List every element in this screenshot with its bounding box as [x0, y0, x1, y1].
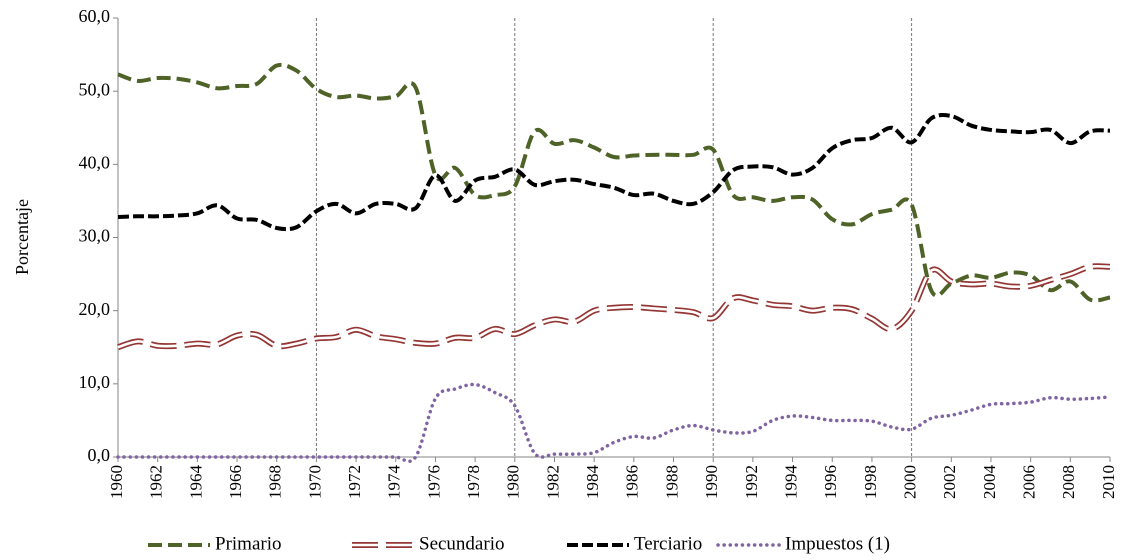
x-tick-label: 1988 — [662, 465, 681, 499]
y-tick-label: 10,0 — [79, 372, 111, 392]
x-tick-label: 1982 — [543, 465, 562, 499]
x-tick-label: 1964 — [186, 465, 205, 500]
x-tick-label: 1974 — [385, 465, 404, 500]
y-tick-label: 30,0 — [79, 226, 111, 246]
legend-label: Impuestos (1) — [785, 533, 890, 554]
x-tick-label: 1962 — [147, 465, 166, 499]
x-tick-label: 1970 — [305, 465, 324, 499]
x-tick-label: 1992 — [742, 465, 761, 499]
series-line — [116, 382, 1112, 464]
y-tick-label: 0,0 — [88, 445, 111, 465]
x-tick-label: 1972 — [345, 465, 364, 499]
x-tick-label: 2006 — [1020, 465, 1039, 499]
x-tick-label: 1984 — [583, 465, 602, 500]
x-tick-label: 2002 — [940, 465, 959, 499]
x-tick-label: 1986 — [623, 465, 642, 499]
y-tick-label: 60,0 — [79, 6, 111, 26]
series-line — [117, 113, 1111, 232]
x-tick-label: 1976 — [424, 465, 443, 499]
x-tick-label: 1996 — [821, 465, 840, 499]
legend-label: Terciario — [634, 533, 702, 554]
x-tick-label: 1978 — [464, 465, 483, 499]
y-tick-label: 50,0 — [79, 79, 111, 99]
series-line-inner — [117, 264, 1111, 349]
x-tick-label: 1980 — [504, 465, 523, 499]
y-axis-title: Porcentaje — [12, 199, 32, 275]
x-tick-label: 1998 — [861, 465, 880, 499]
x-tick-label: 1990 — [702, 465, 721, 499]
legend-label: Primario — [215, 533, 282, 554]
x-tick-label: 2004 — [980, 464, 999, 499]
y-tick-label: 20,0 — [79, 299, 111, 319]
x-tick-label: 2010 — [1099, 465, 1118, 499]
x-tick-label: 1960 — [107, 465, 126, 499]
y-tick-label: 40,0 — [79, 152, 111, 172]
x-tick-label: 1968 — [266, 465, 285, 499]
series-line — [117, 62, 1111, 303]
x-tick-label: 1966 — [226, 465, 245, 499]
x-tick-label: 2008 — [1059, 465, 1078, 499]
legend-label: Secundario — [419, 533, 504, 554]
x-tick-label: 1994 — [781, 465, 800, 500]
x-tick-label: 2000 — [901, 465, 920, 499]
